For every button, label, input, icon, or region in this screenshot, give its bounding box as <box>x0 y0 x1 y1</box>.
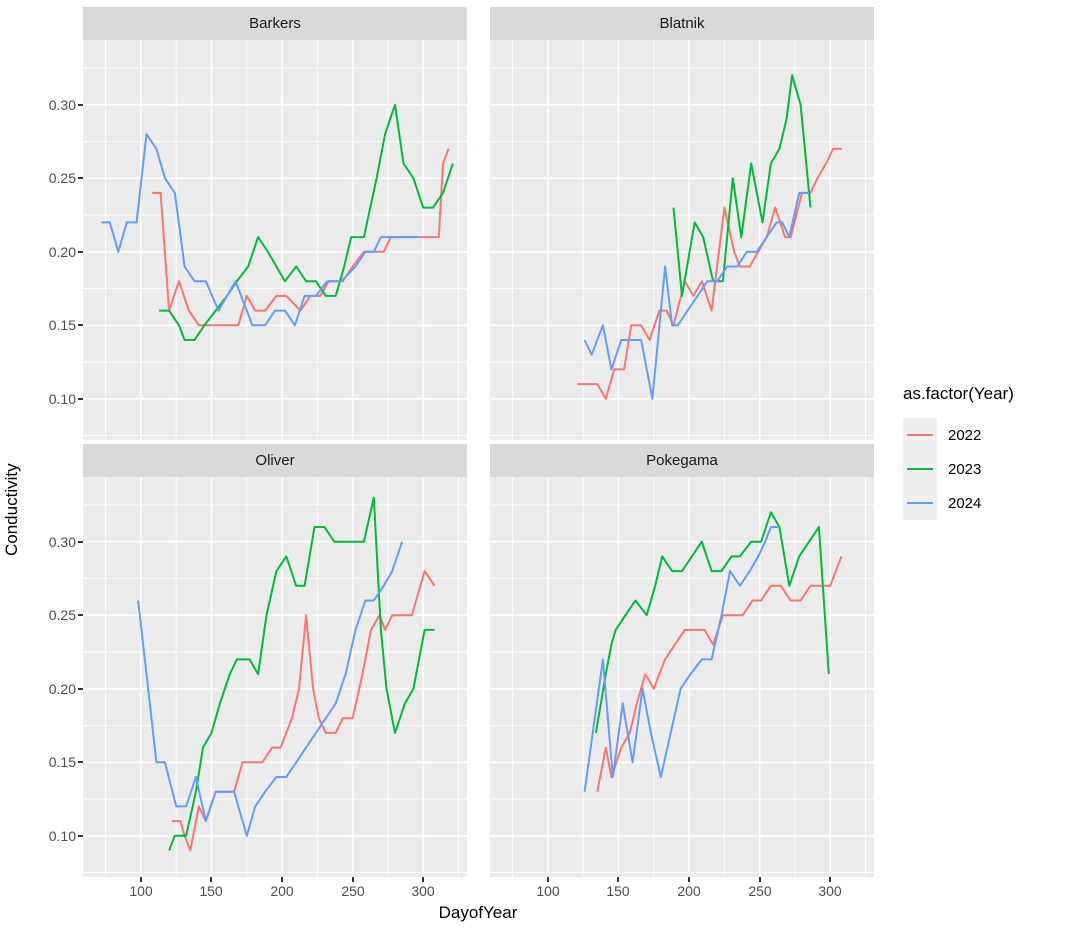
facet-strip-blatnik: Blatnik <box>490 7 874 40</box>
legend-key-line <box>907 468 933 470</box>
x-tick-mark <box>759 877 761 882</box>
legend-items: 2022 2023 2024 <box>903 418 1078 520</box>
y-tick-mark <box>78 104 83 106</box>
legend-key-line <box>907 502 933 504</box>
legend-item-label: 2024 <box>948 494 982 512</box>
x-tick-mark <box>547 877 549 882</box>
legend-item-label: 2023 <box>948 460 982 478</box>
y-axis-title: Conductivity <box>2 463 21 557</box>
x-tick-label: 150 <box>199 883 223 899</box>
facet-panel-oliver <box>83 477 467 877</box>
x-tick-label: 250 <box>341 883 365 899</box>
y-tick-label: 0.20 <box>48 681 76 697</box>
y-tick-mark <box>78 398 83 400</box>
x-tick-label: 100 <box>536 883 560 899</box>
legend-key-line <box>907 434 933 436</box>
legend-item-2023: 2023 <box>903 452 1078 486</box>
x-tick-label: 300 <box>411 883 435 899</box>
y-tick-label: 0.15 <box>48 754 76 770</box>
line-barkers-2024 <box>101 133 419 327</box>
y-tick-label: 0.10 <box>48 391 76 407</box>
x-tick-mark <box>352 877 354 882</box>
y-tick-label: 0.10 <box>48 828 76 844</box>
x-tick-mark <box>281 877 283 882</box>
y-tick-mark <box>78 688 83 690</box>
legend-key-swatch <box>903 486 937 520</box>
x-tick-mark <box>210 877 212 882</box>
facet-strip-barkers: Barkers <box>83 7 467 40</box>
y-tick-label: 0.25 <box>48 607 76 623</box>
x-tick-label: 150 <box>606 883 630 899</box>
y-tick-mark <box>78 541 83 543</box>
y-tick-mark <box>78 835 83 837</box>
x-tick-label: 100 <box>129 883 153 899</box>
legend-key-swatch <box>903 418 937 452</box>
facet-panel-blatnik <box>490 40 874 440</box>
y-tick-mark <box>78 177 83 179</box>
line-barkers-2023 <box>159 103 454 341</box>
x-tick-label: 250 <box>748 883 772 899</box>
y-tick-label: 0.20 <box>48 244 76 260</box>
line-pokegama-2023 <box>594 511 830 734</box>
legend: as.factor(Year) 2022 2023 2024 <box>903 384 1078 520</box>
x-tick-label: 200 <box>677 883 701 899</box>
x-tick-mark <box>617 877 619 882</box>
x-tick-mark <box>140 877 142 882</box>
legend-item-2022: 2022 <box>903 418 1078 452</box>
legend-item-2024: 2024 <box>903 486 1078 520</box>
facet-strip-pokegama: Pokegama <box>490 444 874 477</box>
x-axis-title: DayofYear <box>438 903 518 922</box>
line-oliver-2023 <box>168 496 435 851</box>
y-tick-mark <box>78 614 83 616</box>
facet-strip-oliver: Oliver <box>83 444 467 477</box>
x-tick-label: 300 <box>818 883 842 899</box>
line-pokegama-2022 <box>596 556 843 792</box>
x-tick-mark <box>688 877 690 882</box>
legend-key-swatch <box>903 452 937 486</box>
y-tick-mark <box>78 761 83 763</box>
line-blatnik-2023 <box>672 74 812 297</box>
x-tick-mark <box>829 877 831 882</box>
y-tick-label: 0.30 <box>48 534 76 550</box>
x-tick-mark <box>422 877 424 882</box>
y-tick-label: 0.25 <box>48 170 76 186</box>
legend-item-label: 2022 <box>948 426 982 444</box>
facet-panel-barkers <box>83 40 467 440</box>
y-tick-label: 0.30 <box>48 97 76 113</box>
x-tick-label: 200 <box>270 883 294 899</box>
line-blatnik-2024 <box>583 191 810 400</box>
line-oliver-2024 <box>137 541 404 837</box>
y-tick-label: 0.15 <box>48 317 76 333</box>
line-pokegama-2024 <box>583 526 778 792</box>
y-tick-mark <box>78 251 83 253</box>
y-tick-mark <box>78 324 83 326</box>
facet-panel-pokegama <box>490 477 874 877</box>
legend-title: as.factor(Year) <box>903 384 1014 403</box>
